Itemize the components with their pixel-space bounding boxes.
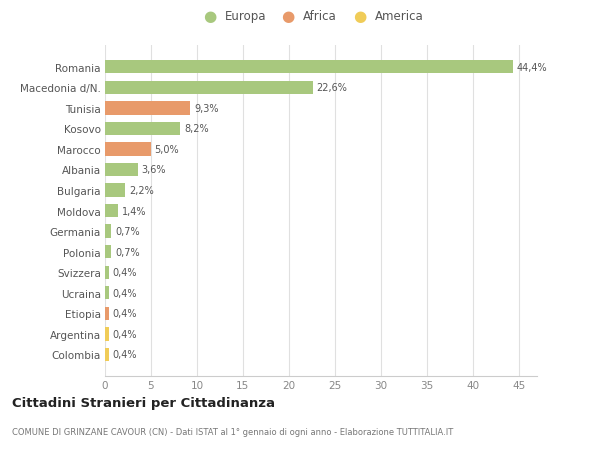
Text: Europa: Europa bbox=[225, 10, 266, 22]
Text: 0,7%: 0,7% bbox=[115, 247, 140, 257]
Text: 9,3%: 9,3% bbox=[194, 104, 218, 113]
Bar bbox=[105, 61, 513, 74]
Text: 0,4%: 0,4% bbox=[112, 350, 137, 360]
Text: ●: ● bbox=[281, 9, 295, 23]
Bar bbox=[105, 81, 313, 95]
Text: America: America bbox=[375, 10, 424, 22]
Bar bbox=[105, 143, 151, 156]
Bar bbox=[105, 307, 109, 320]
Text: Cittadini Stranieri per Cittadinanza: Cittadini Stranieri per Cittadinanza bbox=[12, 396, 275, 409]
Text: COMUNE DI GRINZANE CAVOUR (CN) - Dati ISTAT al 1° gennaio di ogni anno - Elabora: COMUNE DI GRINZANE CAVOUR (CN) - Dati IS… bbox=[12, 427, 453, 436]
Bar bbox=[105, 246, 112, 259]
Text: 0,4%: 0,4% bbox=[112, 309, 137, 319]
Text: 1,4%: 1,4% bbox=[122, 206, 146, 216]
Text: 0,4%: 0,4% bbox=[112, 329, 137, 339]
Bar bbox=[105, 123, 181, 136]
Text: 44,4%: 44,4% bbox=[517, 62, 547, 73]
Bar bbox=[105, 102, 190, 115]
Bar bbox=[105, 163, 138, 177]
Bar bbox=[105, 286, 109, 300]
Text: 3,6%: 3,6% bbox=[142, 165, 166, 175]
Bar bbox=[105, 266, 109, 280]
Text: 8,2%: 8,2% bbox=[184, 124, 209, 134]
Bar bbox=[105, 184, 125, 197]
Text: ●: ● bbox=[353, 9, 367, 23]
Text: 22,6%: 22,6% bbox=[316, 83, 347, 93]
Text: Africa: Africa bbox=[303, 10, 337, 22]
Text: 0,4%: 0,4% bbox=[112, 268, 137, 278]
Text: 5,0%: 5,0% bbox=[155, 145, 179, 155]
Text: ●: ● bbox=[203, 9, 217, 23]
Bar bbox=[105, 348, 109, 361]
Bar bbox=[105, 225, 112, 238]
Text: 0,4%: 0,4% bbox=[112, 288, 137, 298]
Text: 0,7%: 0,7% bbox=[115, 227, 140, 237]
Bar bbox=[105, 204, 118, 218]
Text: 2,2%: 2,2% bbox=[129, 185, 154, 196]
Bar bbox=[105, 328, 109, 341]
